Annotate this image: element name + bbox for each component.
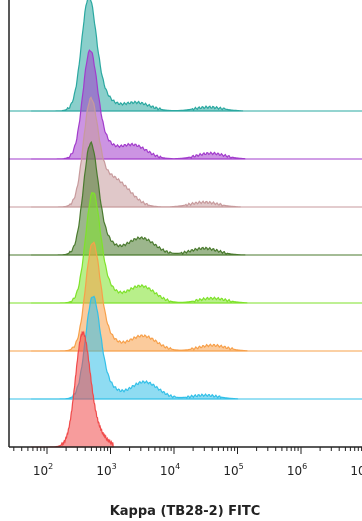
- x-tick-label: 104: [160, 462, 180, 478]
- x-tick-label: 103: [96, 462, 116, 478]
- x-axis-tick-labels: 102 103 104 105 106 107: [33, 462, 362, 478]
- histogram-area: [31, 0, 244, 112]
- x-tick-label: 105: [223, 462, 243, 478]
- x-tick-label: 107: [350, 462, 362, 478]
- histogram-series-5: [9, 191, 362, 304]
- histogram-area: [31, 140, 246, 256]
- histogram-series-6: [9, 241, 362, 352]
- histogram-series-2: [9, 49, 362, 160]
- histogram-area: [31, 241, 248, 352]
- histogram-series-1: [9, 0, 362, 112]
- x-tick-label: 102: [33, 462, 53, 478]
- histogram-area: [31, 191, 248, 304]
- x-axis-ticks: [13, 447, 362, 454]
- histogram-series-4: [9, 140, 362, 256]
- x-axis-title: Kappa (TB28-2) FITC: [110, 504, 261, 519]
- histogram-series-7: [9, 295, 362, 400]
- histogram-area: [31, 96, 241, 208]
- x-tick-label: 106: [287, 462, 307, 478]
- histogram-stack: [9, 0, 362, 448]
- histogram-series-3: [9, 96, 362, 208]
